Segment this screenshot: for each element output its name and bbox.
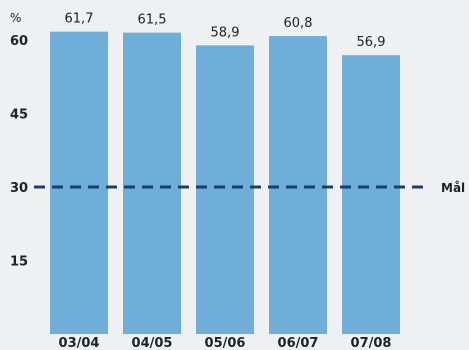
target-line-label: Mål bbox=[441, 181, 465, 195]
x-tick-label: 07/08 bbox=[351, 336, 392, 350]
data-label: 58,9 bbox=[211, 25, 240, 40]
data-label: 56,9 bbox=[357, 35, 386, 50]
bar-07-08 bbox=[342, 55, 400, 334]
y-tick-label: 60 bbox=[10, 34, 28, 49]
x-tick-label: 06/07 bbox=[278, 336, 319, 350]
bar-03-04 bbox=[50, 31, 108, 334]
x-tick-label: 05/06 bbox=[205, 336, 246, 350]
data-label: 61,5 bbox=[138, 13, 167, 28]
data-label: 60,8 bbox=[284, 16, 313, 31]
bar-05-06 bbox=[196, 45, 254, 334]
data-labels-group: 61,7 61,5 58,9 60,8 56,9 bbox=[65, 12, 386, 51]
bar-06-07 bbox=[269, 36, 327, 335]
x-tick-label: 03/04 bbox=[59, 336, 100, 350]
bar-04-05 bbox=[123, 32, 181, 335]
data-label: 61,7 bbox=[65, 12, 94, 27]
y-tick-label: 30 bbox=[10, 181, 28, 196]
x-tick-label: 04/05 bbox=[132, 336, 173, 350]
x-axis: 03/04 04/05 05/06 06/07 07/08 bbox=[59, 336, 392, 350]
bars-group bbox=[50, 31, 400, 335]
y-axis: % 15 30 45 60 bbox=[10, 11, 28, 270]
y-tick-label: 45 bbox=[10, 108, 28, 123]
y-unit-label: % bbox=[10, 11, 21, 25]
y-tick-label: 15 bbox=[10, 255, 28, 270]
